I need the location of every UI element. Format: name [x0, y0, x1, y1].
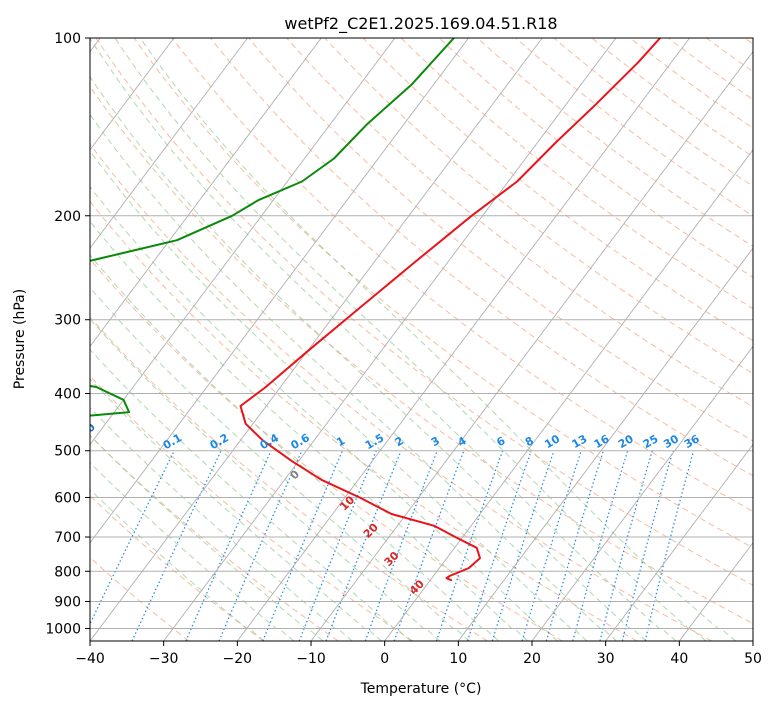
x-tick-label: 40 — [670, 651, 688, 667]
x-tick-label: −10 — [296, 651, 326, 667]
moist-adiabat-line — [90, 150, 588, 641]
x-tick-label: −20 — [223, 651, 253, 667]
pressure-gridlines — [90, 38, 753, 629]
dewpoint-line — [90, 38, 455, 417]
plot-frame — [89, 37, 754, 642]
mixing-ratio-line — [621, 450, 674, 641]
moist-adiabat-line — [90, 113, 617, 641]
mixing-ratio-line — [325, 450, 402, 641]
isotherm-line — [310, 50, 753, 641]
x-tick-label: −40 — [75, 651, 105, 667]
x-tick-label: 10 — [449, 651, 467, 667]
dry-adiabat-line — [90, 375, 414, 641]
mixing-ratio-line — [572, 450, 629, 641]
isotherm-line — [90, 38, 543, 641]
mixing-ratio-line — [185, 450, 272, 641]
dry-adiabat-line — [210, 38, 753, 477]
mixing-ratio-line — [545, 450, 604, 641]
y-tick-label: 100 — [54, 31, 81, 47]
moist-adiabat-line — [114, 38, 707, 641]
mixing-ratio-line — [491, 450, 555, 641]
x-axis: −40 −30 −20 −10 0 10 20 30 40 50 — [75, 641, 762, 667]
isotherm-line — [531, 345, 753, 641]
moist-adiabat-line — [90, 75, 647, 641]
x-tick-label: −30 — [149, 651, 179, 667]
mixing-ratio-line — [435, 450, 504, 641]
y-tick-label: 200 — [54, 209, 81, 225]
mixing-ratio-line — [298, 450, 377, 641]
y-tick-label: 800 — [54, 564, 81, 580]
mixing-ratio-line — [521, 450, 582, 641]
moist-adiabat-line — [90, 220, 529, 641]
plot-area: 0.10.20.40.611.52346810131620253036-100-… — [0, 38, 753, 641]
dry-adiabat-line — [90, 143, 712, 641]
isotherm-line — [90, 38, 469, 544]
mixing-ratio-line — [262, 450, 344, 641]
mixing-ratio-line — [466, 450, 532, 641]
y-tick-label: 300 — [54, 313, 81, 329]
isotherm-line — [90, 38, 322, 348]
dry-adiabat-line — [171, 38, 753, 512]
dry-adiabat-line — [90, 258, 563, 641]
y-tick-label: 1000 — [45, 621, 81, 637]
dry-adiabat-line — [90, 200, 638, 641]
moist-adiabat-line — [90, 488, 265, 641]
moist-adiabat-line — [90, 286, 470, 641]
mixing-ratio-lines — [90, 450, 695, 641]
temperature-line — [239, 38, 662, 582]
isotherm-line — [90, 38, 248, 249]
isotherm-line — [90, 38, 175, 151]
x-tick-label: 20 — [523, 651, 541, 667]
moist-adiabat-line — [90, 38, 677, 641]
dry-adiabat-label: -10 — [75, 421, 98, 445]
y-tick-label: 500 — [54, 444, 81, 460]
profile-series — [90, 38, 662, 582]
chart-title: wetPf2_C2E1.2025.169.04.51.R18 — [284, 14, 557, 34]
y-axis: 100 200 300 400 500 600 700 800 900 1000 — [45, 31, 90, 637]
isotherm-line — [90, 38, 396, 446]
moist-adiabat-line — [90, 434, 324, 641]
moist-adiabat-line — [90, 185, 558, 641]
dry-adiabat-label: -20 — [0, 389, 10, 413]
isotherm-line — [163, 38, 617, 641]
isotherm-line — [457, 247, 753, 641]
mixing-ratio-line — [364, 450, 438, 641]
isotherm-line — [605, 443, 753, 641]
mixing-ratio-line — [218, 450, 303, 641]
y-axis-label: Pressure (hPa) — [12, 289, 28, 389]
moist-adiabat-line — [90, 462, 294, 641]
mixing-ratio-line — [599, 450, 653, 641]
x-tick-label: 30 — [597, 651, 615, 667]
y-tick-label: 900 — [54, 594, 81, 610]
isotherm-line — [752, 640, 753, 641]
y-tick-label: 400 — [54, 387, 81, 403]
x-tick-label: 0 — [380, 651, 389, 667]
dry-adiabat-line — [95, 38, 753, 586]
isotherms — [90, 38, 753, 641]
y-tick-label: 700 — [54, 530, 81, 546]
dry-adiabat-line — [248, 38, 753, 442]
isotherm-line — [236, 38, 690, 641]
dry-adiabat-line — [90, 85, 753, 625]
x-tick-label: 50 — [744, 651, 762, 667]
dry-adiabat-line — [362, 38, 753, 342]
moist-adiabat-line — [139, 38, 737, 641]
x-axis-label: Temperature (°C) — [360, 681, 482, 697]
y-tick-label: 600 — [54, 490, 81, 506]
dry-adiabat-line — [400, 38, 753, 310]
moist-adiabat-line — [90, 254, 499, 641]
